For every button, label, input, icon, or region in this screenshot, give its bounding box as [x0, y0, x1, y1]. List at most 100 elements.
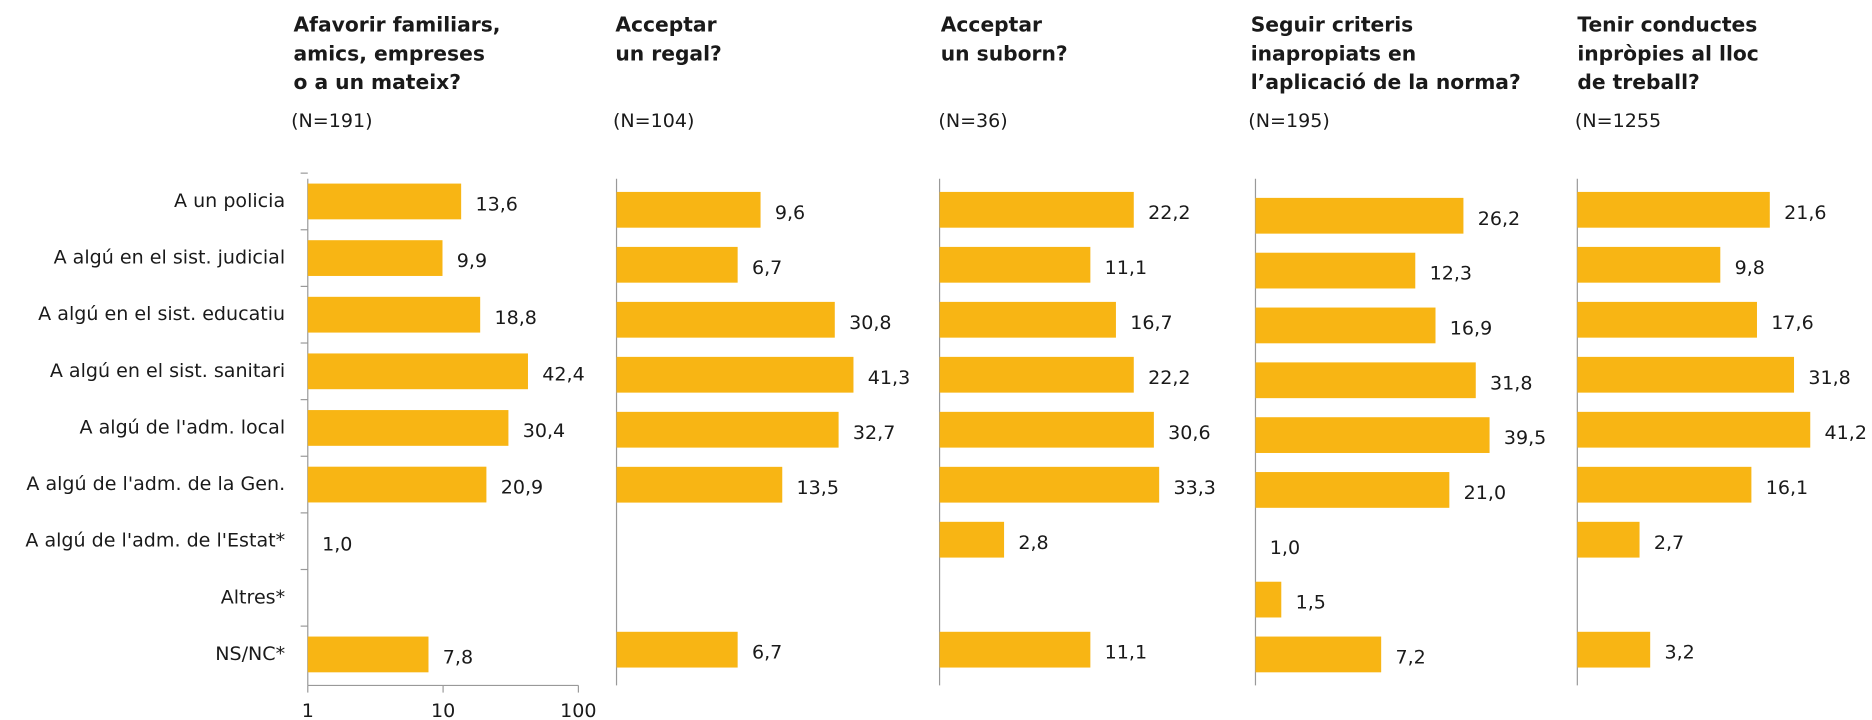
value-label: 21,6	[1784, 202, 1826, 224]
value-label: 31,8	[1490, 372, 1532, 394]
bar	[1577, 521, 1640, 558]
bar	[1255, 197, 1464, 234]
bar	[1577, 191, 1770, 228]
panel-title: Seguir criteris	[1251, 13, 1414, 37]
bar	[616, 301, 835, 338]
value-label: 13,5	[797, 477, 839, 499]
category-label: Altres*	[221, 586, 285, 608]
value-label: 17,6	[1771, 312, 1813, 334]
bar	[1255, 581, 1282, 618]
value-label: 7,2	[1395, 647, 1425, 669]
value-label: 22,2	[1148, 202, 1190, 224]
bar	[616, 246, 738, 283]
bar	[939, 466, 1160, 503]
bar	[1577, 631, 1651, 668]
x-tick-label: 100	[560, 700, 596, 720]
value-label: 11,1	[1105, 642, 1147, 664]
bar	[1255, 472, 1450, 508]
bar	[939, 246, 1091, 283]
panel-subtitle: (N=195)	[1248, 110, 1329, 132]
panel-title: o a un mateix?	[293, 70, 461, 94]
value-label: 33,3	[1173, 477, 1215, 499]
panel-subtitle: (N=36)	[938, 110, 1007, 132]
value-label: 42,4	[542, 363, 584, 385]
bar	[1577, 411, 1811, 448]
panel-title: de treball?	[1577, 70, 1699, 94]
value-label: 7,8	[443, 647, 473, 669]
value-label: 1,5	[1296, 592, 1326, 614]
value-label: 12,3	[1430, 263, 1472, 285]
bar	[616, 411, 839, 448]
bar	[1577, 246, 1721, 283]
bar	[939, 191, 1134, 228]
value-label: 6,7	[752, 257, 782, 279]
panel-title: inpròpies al lloc	[1577, 41, 1758, 65]
bar	[1577, 301, 1757, 338]
value-label: 41,3	[868, 367, 910, 389]
panel-title: Acceptar	[941, 13, 1042, 37]
value-label: 16,9	[1450, 318, 1492, 340]
bar	[616, 191, 761, 228]
value-label: 3,2	[1664, 642, 1694, 664]
value-label: 31,8	[1808, 367, 1850, 389]
value-label: 32,7	[853, 422, 895, 444]
panel-title: Acceptar	[615, 13, 716, 37]
value-label: 39,5	[1504, 427, 1546, 449]
value-label: 16,1	[1766, 477, 1808, 499]
value-label: 26,2	[1478, 208, 1520, 230]
bar	[307, 296, 481, 333]
bar	[939, 301, 1116, 338]
x-tick-label: 1	[302, 700, 314, 720]
bar	[616, 356, 854, 393]
category-label: A un policia	[174, 190, 285, 212]
category-label: A algú de l'adm. local	[79, 416, 285, 438]
panel-subtitle: (N=191)	[291, 110, 373, 132]
value-label: 30,6	[1168, 422, 1210, 444]
bar	[307, 410, 509, 446]
bar	[1255, 417, 1490, 453]
value-label: 9,8	[1735, 257, 1765, 279]
value-label: 1,0	[322, 533, 352, 555]
value-label: 9,6	[775, 202, 805, 224]
panel-title: un suborn?	[941, 41, 1068, 65]
category-label: NS/NC*	[215, 643, 285, 665]
bar	[1577, 466, 1752, 503]
panel-title: l’aplicació de la norma?	[1251, 70, 1521, 94]
panel-subtitle: (N=1255	[1575, 110, 1661, 132]
bar	[939, 521, 1005, 558]
bar	[939, 411, 1154, 448]
bar	[307, 353, 528, 390]
value-label: 21,0	[1464, 482, 1506, 504]
value-label: 16,7	[1130, 312, 1172, 334]
category-label: A algú en el sist. sanitari	[50, 360, 285, 382]
value-label: 41,2	[1825, 422, 1867, 444]
value-label: 2,7	[1654, 532, 1684, 554]
value-label: 30,8	[849, 312, 891, 334]
panel-subtitle: (N=104)	[613, 110, 695, 132]
value-label: 11,1	[1105, 257, 1147, 279]
value-label: 2,8	[1018, 532, 1048, 554]
value-label: 9,9	[457, 250, 487, 272]
bar	[1255, 307, 1436, 344]
bar	[1255, 636, 1382, 673]
value-label: 30,4	[523, 420, 565, 442]
value-label: 22,2	[1148, 367, 1190, 389]
category-label: A algú en el sist. educatiu	[38, 303, 285, 325]
panel-title: Tenir conductes	[1577, 13, 1757, 37]
bar	[1255, 252, 1416, 289]
panel-title: amics, empreses	[293, 41, 484, 65]
bar	[1577, 356, 1795, 393]
bar	[939, 631, 1091, 668]
panel-title: inapropiats en	[1251, 41, 1416, 65]
value-label: 6,7	[752, 642, 782, 664]
value-label: 18,8	[494, 307, 536, 329]
value-label: 20,9	[501, 477, 543, 499]
panel-title: Afavorir familiars,	[293, 13, 500, 37]
bar	[939, 356, 1134, 393]
x-tick-label: 10	[431, 700, 455, 720]
bar	[307, 636, 429, 673]
category-label: A algú de l'adm. de l'Estat*	[25, 530, 285, 552]
bar	[307, 466, 487, 503]
